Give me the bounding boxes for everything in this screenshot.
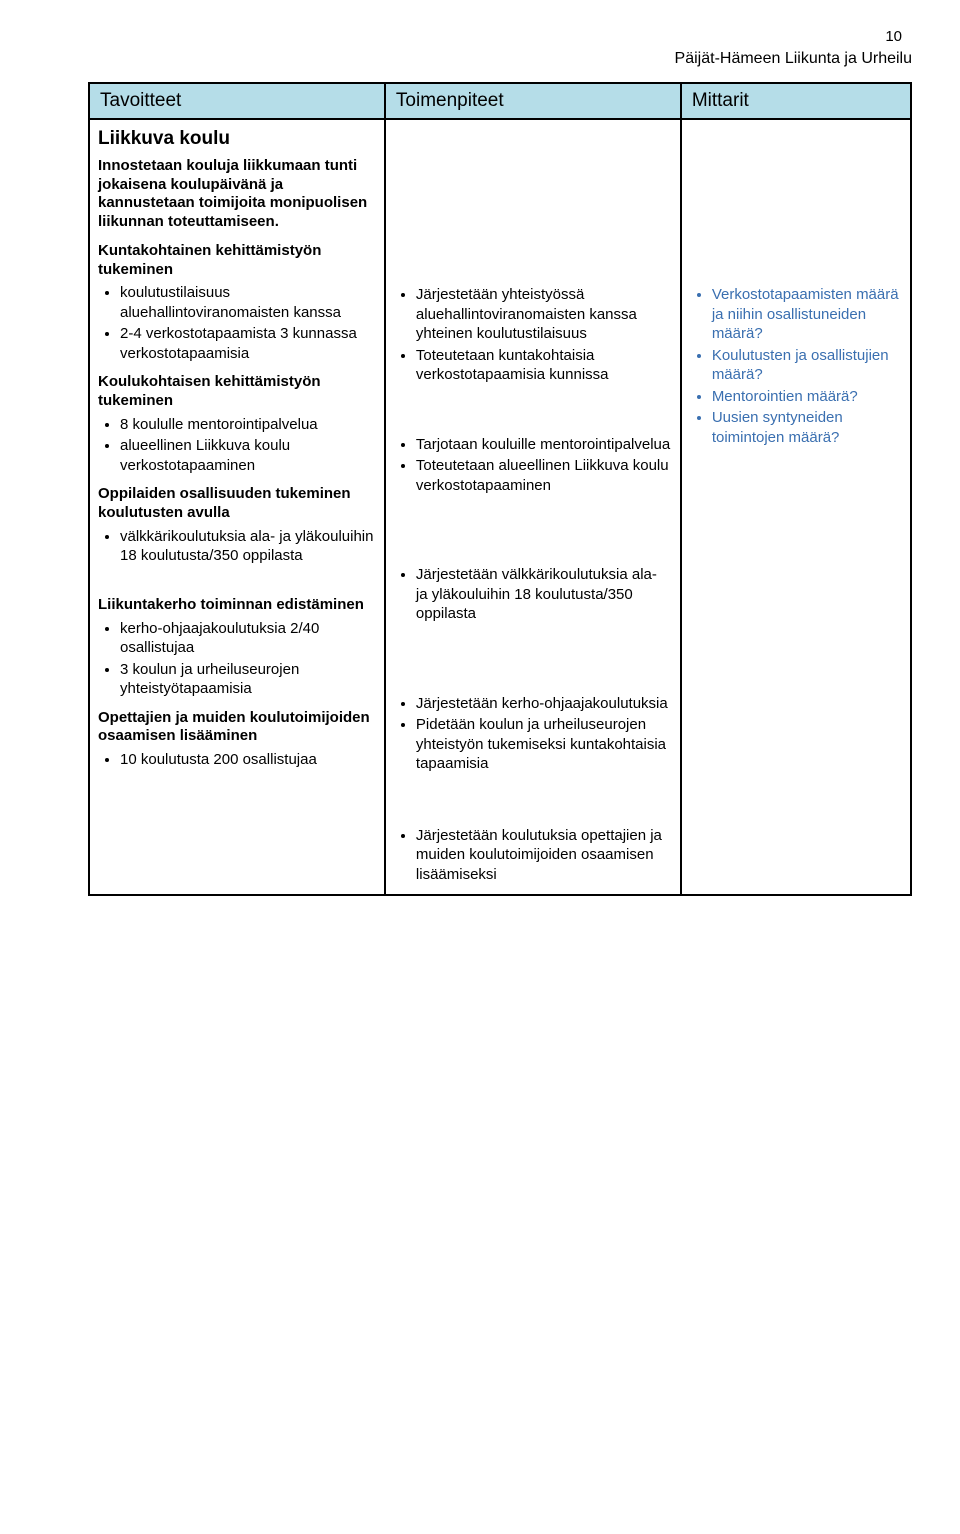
list-item: koulutustilaisuus aluehallintoviranomais… [120,283,376,322]
col2-block4: Järjestetään kerho-ohjaajakoulutuksia Pi… [394,694,672,774]
list-item: Pidetään koulun ja urheiluseurojen yhtei… [416,715,672,774]
section2-bullets: koulutustilaisuus aluehallintoviranomais… [98,283,376,363]
list-item: 10 koulutusta 200 osallistujaa [120,750,376,770]
list-item: Järjestetään välkkärikoulutuksia ala- ja… [416,565,672,624]
list-item: 2-4 verkostotapaamista 3 kunnassa verkos… [120,324,376,363]
section5-bullets: kerho-ohjaajakoulutuksia 2/40 osallistuj… [98,619,376,699]
org-header: Päijät-Hämeen Liikunta ja Urheilu [88,50,912,68]
section6-title: Opettajien ja muiden koulutoimijoiden os… [98,709,376,747]
list-item: Uusien syntyneiden toimintojen määrä? [712,408,902,447]
list-item: Tarjotaan kouluille mentorointipalvelua [416,435,672,455]
page-number: 10 [885,28,902,45]
section4-bullets: välkkärikoulutuksia ala- ja yläkouluihin… [98,527,376,566]
col2-block5: Järjestetään koulutuksia opettajien ja m… [394,826,672,885]
col1-cell: Liikkuva koulu Innostetaan kouluja liikk… [89,119,385,895]
col2-cell: Järjestetään yhteistyössä aluehallintovi… [385,119,681,895]
th-toimenpiteet: Toimenpiteet [385,83,681,119]
section5-title: Liikuntakerho toiminnan edistäminen [98,596,376,615]
list-item: välkkärikoulutuksia ala- ja yläkouluihin… [120,527,376,566]
th-tavoitteet: Tavoitteet [89,83,385,119]
col3-bullets: Verkostotapaamisten määrä ja niihin osal… [690,285,902,447]
list-item: Järjestetään koulutuksia opettajien ja m… [416,826,672,885]
list-item: Järjestetään kerho-ohjaajakoulutuksia [416,694,672,714]
th-mittarit: Mittarit [681,83,911,119]
list-item: kerho-ohjaajakoulutuksia 2/40 osallistuj… [120,619,376,658]
list-item: 3 koulun ja urheiluseurojen yhteistyötap… [120,660,376,699]
main-table: Tavoitteet Toimenpiteet Mittarit Liikkuv… [88,82,912,896]
col3-cell: Verkostotapaamisten määrä ja niihin osal… [681,119,911,895]
section3-bullets: 8 koululle mentorointipalvelua alueellin… [98,415,376,476]
list-item: alueellinen Liikkuva koulu verkostotapaa… [120,436,376,475]
col2-block2: Tarjotaan kouluille mentorointipalvelua … [394,435,672,496]
list-item: Verkostotapaamisten määrä ja niihin osal… [712,285,902,344]
col2-block1: Järjestetään yhteistyössä aluehallintovi… [394,285,672,385]
list-item: Mentorointien määrä? [712,387,902,407]
list-item: Järjestetään yhteistyössä aluehallintovi… [416,285,672,344]
section6-bullets: 10 koulutusta 200 osallistujaa [98,750,376,770]
list-item: Koulutusten ja osallistujien määrä? [712,346,902,385]
col2-block3: Järjestetään välkkärikoulutuksia ala- ja… [394,565,672,624]
section1-intro: Innostetaan kouluja liikkumaan tunti jok… [98,157,376,232]
list-item: Toteutetaan kuntakohtaisia verkostotapaa… [416,346,672,385]
list-item: Toteutetaan alueellinen Liikkuva koulu v… [416,456,672,495]
section3-title: Koulukohtaisen kehittämistyön tukeminen [98,373,376,411]
section4-title: Oppilaiden osallisuuden tukeminen koulut… [98,485,376,523]
section1-title: Liikkuva koulu [98,128,376,151]
list-item: 8 koululle mentorointipalvelua [120,415,376,435]
section2-title: Kuntakohtainen kehittämistyön tukeminen [98,242,376,280]
